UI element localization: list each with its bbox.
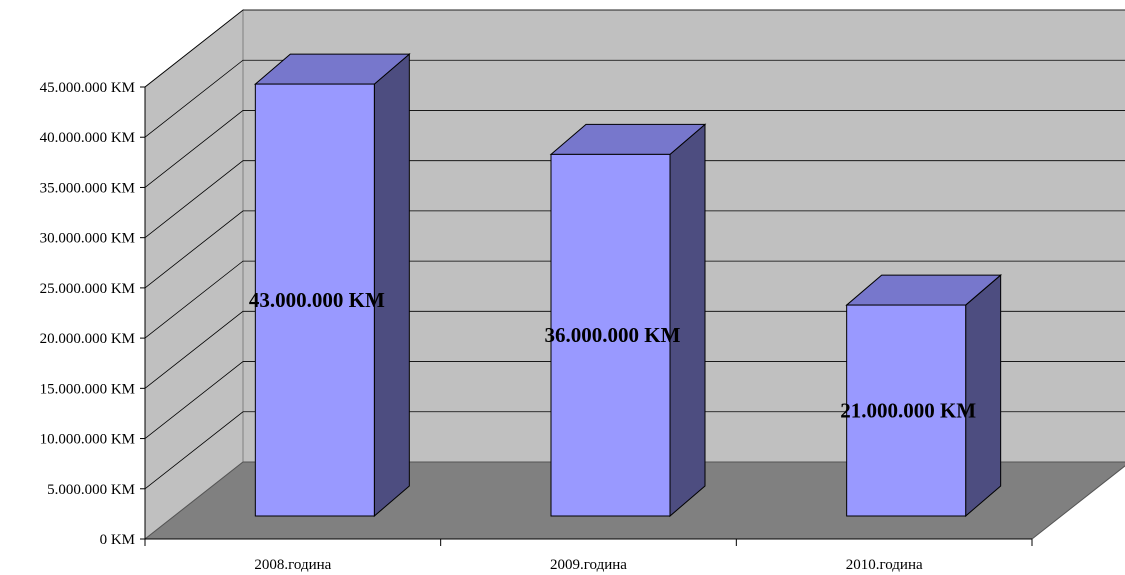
side-wall bbox=[144, 8, 244, 541]
bar-side bbox=[373, 53, 410, 518]
bar bbox=[845, 273, 1003, 518]
labels: 43.000.000 KM 36.000.000 KM 21.000.000 KM bbox=[249, 288, 976, 422]
gridline bbox=[144, 260, 1125, 339]
y-tick-label: 45.000.000 KM bbox=[40, 80, 135, 96]
bar-front bbox=[254, 83, 375, 517]
gridline bbox=[144, 9, 1125, 88]
x-tick-label: 2009.година bbox=[550, 557, 627, 573]
bar-side bbox=[669, 123, 706, 518]
data-label: 21.000.000 KM bbox=[840, 399, 976, 423]
y-tick-label: 20.000.000 KM bbox=[40, 331, 135, 347]
gridline bbox=[144, 310, 1125, 389]
x-tick-label: 2010.година bbox=[846, 557, 923, 573]
x-tick-label: 2008.година bbox=[254, 557, 331, 573]
y-tick-label: 0 KM bbox=[100, 532, 135, 548]
y-tick-label: 10.000.000 KM bbox=[40, 432, 135, 448]
y-tick-label: 35.000.000 KM bbox=[40, 180, 135, 196]
bar-front bbox=[846, 304, 967, 517]
gridline bbox=[144, 160, 1125, 238]
data-label: 43.000.000 KM bbox=[249, 288, 385, 312]
y-tick-label: 30.000.000 KM bbox=[40, 231, 135, 247]
data-label: 36.000.000 KM bbox=[545, 323, 681, 347]
bar-front bbox=[550, 153, 671, 517]
gridline bbox=[144, 59, 1125, 138]
y-tick-label: 40.000.000 KM bbox=[40, 130, 135, 146]
gridlines bbox=[144, 9, 1125, 490]
y-tick-label: 25.000.000 KM bbox=[40, 281, 135, 297]
bar-side bbox=[965, 273, 1002, 518]
gridline bbox=[144, 110, 1125, 188]
gridline bbox=[144, 210, 1125, 289]
bars bbox=[253, 53, 1003, 518]
gridline bbox=[144, 411, 1125, 490]
y-tick-label: 15.000.000 KM bbox=[40, 381, 135, 397]
y-tick-label: 5.000.000 KM bbox=[47, 482, 135, 498]
bar bbox=[549, 123, 707, 518]
axes: 0 KM 5.000.000 KM 10.000.000 KM 15.000.000 … bbox=[40, 80, 1033, 573]
gridline bbox=[144, 361, 1125, 439]
bar bbox=[253, 53, 411, 518]
